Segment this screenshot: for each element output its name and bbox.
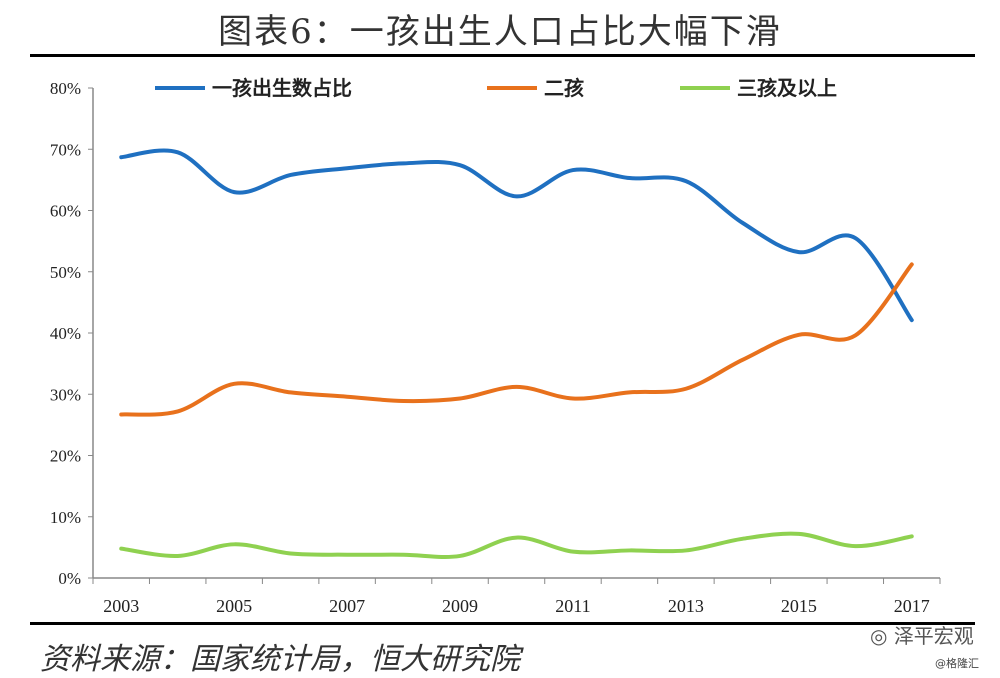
watermark-2: @格隆汇 <box>935 657 979 670</box>
legend-label-2: 三孩及以上 <box>737 76 837 100</box>
series-line-2 <box>119 531 914 559</box>
x-tick-label: 2009 <box>442 596 478 616</box>
watermark-text: 泽平宏观 <box>893 624 974 648</box>
legend-label-0: 一孩出生数占比 <box>212 76 352 100</box>
y-tick-label: 10% <box>50 508 81 527</box>
y-tick-label: 20% <box>50 447 81 466</box>
y-tick-label: 50% <box>50 263 81 282</box>
series-line-0 <box>119 148 914 323</box>
x-tick-label: 2015 <box>781 596 817 616</box>
wechat-icon: ◎ <box>870 624 894 648</box>
series-line-1 <box>119 262 914 417</box>
x-tick-label: 2007 <box>329 596 365 616</box>
chart-title: 图表6：一孩出生人口占比大幅下滑 <box>218 12 782 52</box>
y-tick-label: 30% <box>50 385 81 404</box>
y-tick-label: 80% <box>50 79 81 98</box>
title-rule <box>30 54 975 57</box>
y-tick-label: 70% <box>50 140 81 159</box>
legend-label-1: 二孩 <box>544 76 584 100</box>
x-tick-label: 2005 <box>216 596 252 616</box>
y-tick-label: 60% <box>50 202 81 221</box>
footer-rule <box>30 622 975 625</box>
x-tick-label: 2013 <box>668 596 704 616</box>
y-tick-label: 0% <box>58 569 81 588</box>
watermark: ◎ 泽平宏观 <box>870 620 974 649</box>
y-tick-label: 40% <box>50 324 81 343</box>
x-tick-label: 2003 <box>103 596 139 616</box>
x-tick-label: 2017 <box>894 596 930 616</box>
source-note: 资料来源：国家统计局，恒大研究院 <box>40 642 520 677</box>
x-tick-label: 2011 <box>555 596 590 616</box>
